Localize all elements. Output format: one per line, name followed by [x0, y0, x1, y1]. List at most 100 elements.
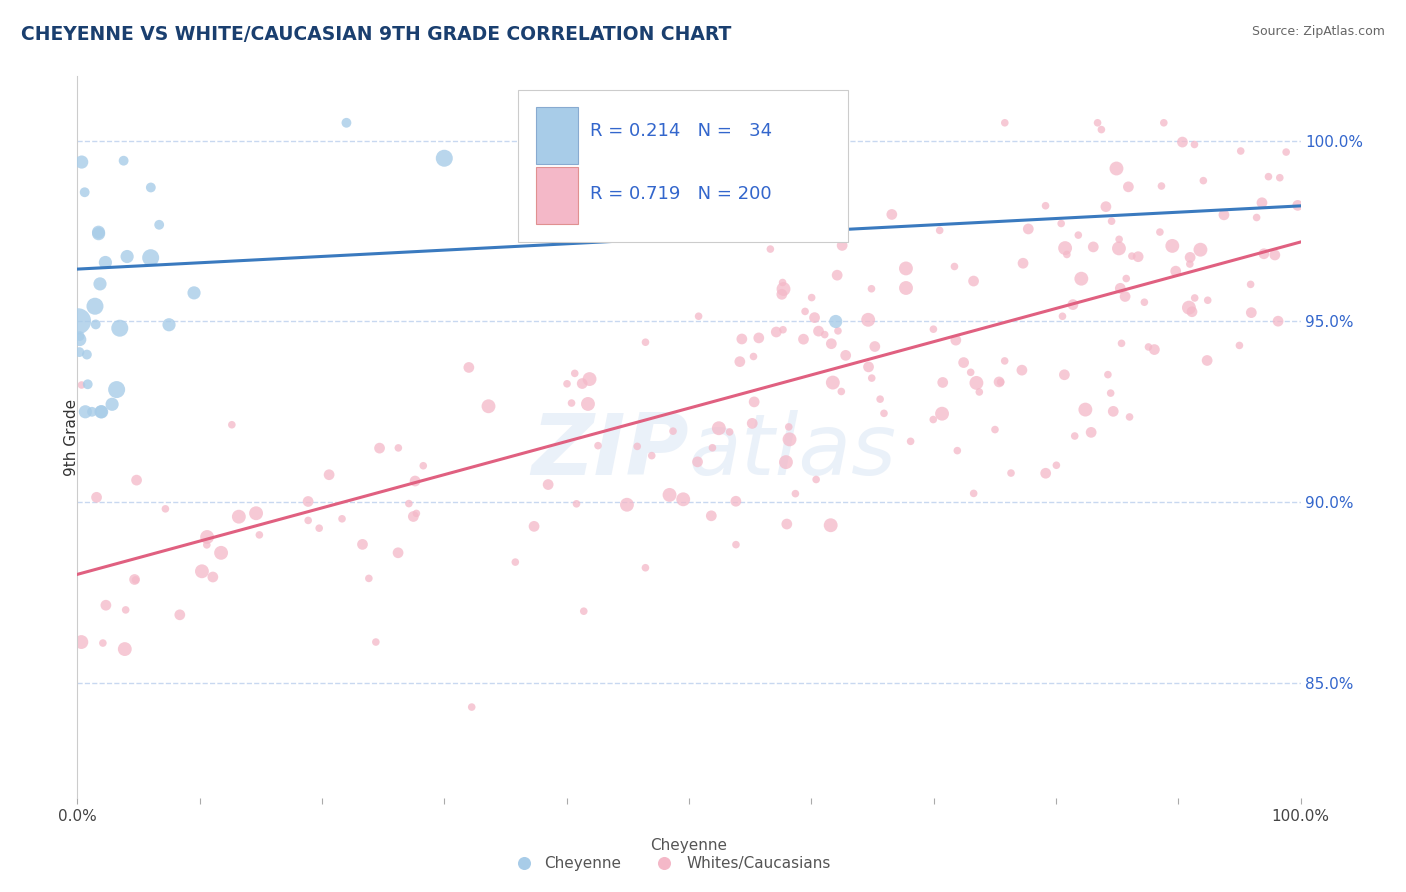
Point [201, 570, 224, 584]
Point [70, 155, 93, 169]
Point [352, 537, 374, 551]
Point [718, 425, 741, 439]
Point [90, 405, 112, 419]
Point [412, 458, 434, 473]
Point [1189, 243, 1212, 257]
Point [759, 242, 782, 256]
Point [778, 420, 800, 434]
Point [404, 474, 426, 488]
Point [634, 335, 657, 350]
Point [183, 285, 205, 300]
Point [775, 455, 797, 469]
Point [398, 497, 420, 511]
Point [662, 424, 685, 438]
Point [364, 635, 387, 649]
Point [86, 491, 108, 505]
Point [700, 508, 723, 523]
Point [724, 494, 747, 508]
Point [209, 546, 232, 560]
Point [825, 268, 848, 282]
Point [1090, 122, 1112, 136]
Point [1111, 336, 1133, 351]
Point [157, 318, 180, 332]
Point [1240, 305, 1263, 319]
Point [1246, 211, 1268, 225]
Point [195, 538, 218, 552]
Point [139, 180, 162, 194]
Point [531, 124, 554, 138]
Text: R = 0.719   N = 200: R = 0.719 N = 200 [591, 185, 772, 202]
Point [1239, 277, 1261, 292]
Point [821, 376, 844, 390]
Y-axis label: 9th Grade: 9th Grade [65, 399, 79, 475]
FancyBboxPatch shape [517, 90, 848, 242]
Point [1052, 310, 1074, 324]
Point [748, 331, 770, 345]
Point [94, 598, 117, 612]
Point [1095, 200, 1118, 214]
Point [112, 153, 135, 168]
Point [1150, 179, 1173, 194]
Point [1121, 249, 1143, 263]
Point [330, 512, 353, 526]
Point [87, 225, 110, 239]
Point [894, 261, 917, 276]
FancyBboxPatch shape [536, 107, 578, 164]
Point [779, 433, 801, 447]
Point [561, 396, 583, 410]
Point [247, 528, 270, 542]
Point [830, 384, 852, 399]
Point [1108, 232, 1130, 246]
Point [702, 116, 724, 130]
Point [1229, 338, 1251, 352]
Point [1115, 271, 1137, 285]
Point [731, 332, 754, 346]
Point [228, 509, 250, 524]
Point [1149, 225, 1171, 239]
Point [990, 375, 1012, 389]
Point [931, 376, 953, 390]
Point [76, 347, 98, 361]
Text: R = 0.214   N =   34: R = 0.214 N = 34 [591, 122, 772, 140]
Point [565, 497, 588, 511]
Point [1197, 293, 1219, 308]
Point [1184, 291, 1206, 305]
Point [688, 310, 710, 324]
Point [169, 607, 191, 622]
Point [807, 324, 830, 338]
Point [124, 573, 146, 587]
Point [70, 378, 93, 392]
Point [820, 518, 842, 533]
Point [67, 314, 90, 328]
Point [724, 538, 747, 552]
Point [457, 360, 479, 375]
Point [1050, 217, 1073, 231]
Point [1229, 144, 1251, 158]
Point [80, 405, 103, 419]
Point [984, 423, 1007, 437]
Point [108, 321, 131, 335]
Point [962, 274, 984, 288]
Point [1045, 458, 1067, 473]
Point [91, 636, 114, 650]
Point [616, 498, 638, 512]
Point [139, 251, 162, 265]
Point [297, 513, 319, 527]
Point [114, 603, 136, 617]
Point [191, 564, 214, 578]
Point [658, 488, 681, 502]
Point [571, 376, 593, 391]
Point [1102, 404, 1125, 418]
Point [860, 371, 883, 385]
Point [125, 473, 148, 487]
Point [804, 473, 827, 487]
Point [101, 397, 124, 411]
Point [1264, 248, 1286, 262]
Point [894, 281, 917, 295]
Point [1062, 297, 1084, 311]
Point [75, 405, 97, 419]
Point [477, 399, 499, 413]
Point [820, 336, 842, 351]
Point [803, 310, 825, 325]
Point [308, 521, 330, 535]
